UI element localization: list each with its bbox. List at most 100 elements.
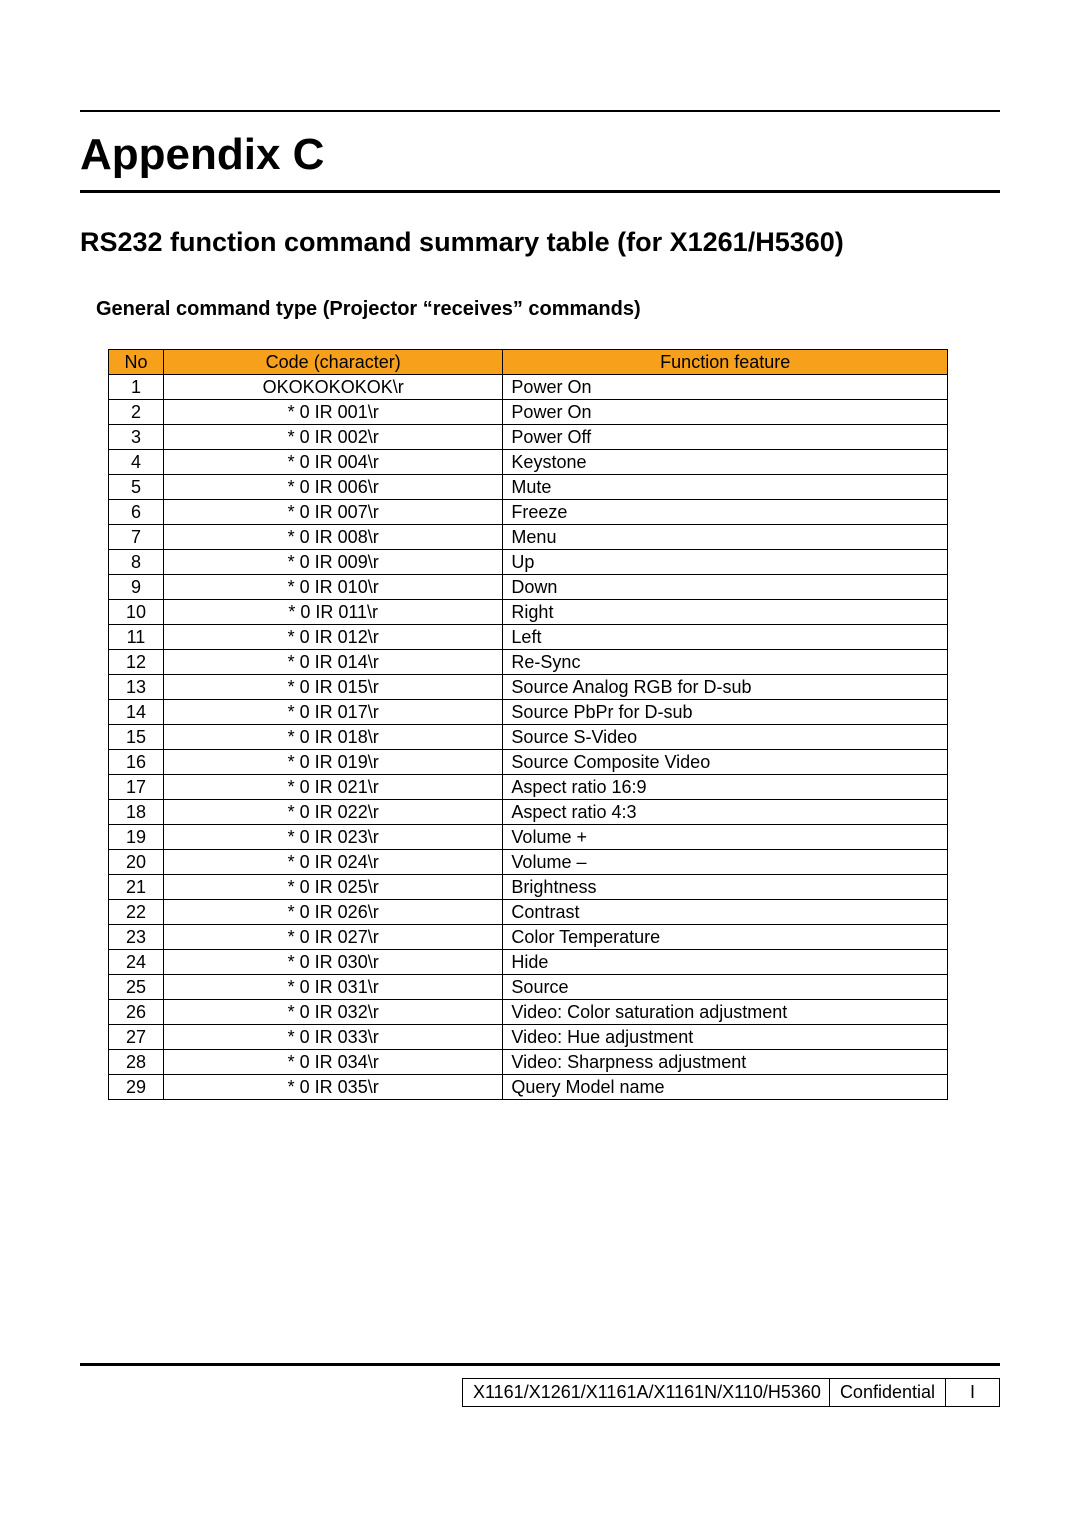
table-row: 20* 0 IR 024\rVolume –	[109, 850, 948, 875]
cell-function: Source Analog RGB for D-sub	[503, 675, 948, 700]
cell-code: * 0 IR 007\r	[163, 500, 502, 525]
cell-function: Keystone	[503, 450, 948, 475]
page-footer: X1161/X1261/X1161A/X1161N/X110/H5360 Con…	[80, 1363, 1000, 1407]
cell-code: * 0 IR 033\r	[163, 1025, 502, 1050]
cell-function: Volume +	[503, 825, 948, 850]
table-header-row: No Code (character) Function feature	[109, 350, 948, 375]
cell-function: Left	[503, 625, 948, 650]
table-row: 24* 0 IR 030\rHide	[109, 950, 948, 975]
table-row: 13* 0 IR 015\rSource Analog RGB for D-su…	[109, 675, 948, 700]
col-header-function: Function feature	[503, 350, 948, 375]
cell-function: Video: Hue adjustment	[503, 1025, 948, 1050]
table-row: 12* 0 IR 014\rRe-Sync	[109, 650, 948, 675]
cell-code: * 0 IR 012\r	[163, 625, 502, 650]
footer-boxes: X1161/X1261/X1161A/X1161N/X110/H5360 Con…	[80, 1378, 1000, 1407]
cell-no: 17	[109, 775, 164, 800]
table-row: 28* 0 IR 034\rVideo: Sharpness adjustmen…	[109, 1050, 948, 1075]
page-body: Appendix C RS232 function command summar…	[0, 0, 1080, 1100]
cell-code: * 0 IR 017\r	[163, 700, 502, 725]
cell-no: 3	[109, 425, 164, 450]
cell-function: Source PbPr for D-sub	[503, 700, 948, 725]
appendix-title: Appendix C	[80, 130, 1000, 180]
cell-function: Brightness	[503, 875, 948, 900]
top-rule	[80, 110, 1000, 112]
cell-code: * 0 IR 026\r	[163, 900, 502, 925]
subsection-title: General command type (Projector “receive…	[80, 298, 1000, 321]
cell-no: 24	[109, 950, 164, 975]
cell-function: Aspect ratio 16:9	[503, 775, 948, 800]
cell-function: Power Off	[503, 425, 948, 450]
cell-no: 9	[109, 575, 164, 600]
cell-no: 18	[109, 800, 164, 825]
cell-code: * 0 IR 034\r	[163, 1050, 502, 1075]
table-row: 25* 0 IR 031\rSource	[109, 975, 948, 1000]
table-row: 8* 0 IR 009\rUp	[109, 550, 948, 575]
cell-no: 12	[109, 650, 164, 675]
cell-function: Source Composite Video	[503, 750, 948, 775]
cell-code: * 0 IR 010\r	[163, 575, 502, 600]
table-row: 3* 0 IR 002\rPower Off	[109, 425, 948, 450]
cell-code: OKOKOKOKOK\r	[163, 375, 502, 400]
footer-models: X1161/X1261/X1161A/X1161N/X110/H5360	[462, 1378, 830, 1407]
footer-rule	[80, 1363, 1000, 1366]
cell-code: * 0 IR 031\r	[163, 975, 502, 1000]
cell-function: Re-Sync	[503, 650, 948, 675]
cell-code: * 0 IR 014\r	[163, 650, 502, 675]
footer-confidential: Confidential	[829, 1378, 946, 1407]
col-header-code: Code (character)	[163, 350, 502, 375]
cell-code: * 0 IR 006\r	[163, 475, 502, 500]
cell-no: 4	[109, 450, 164, 475]
cell-no: 10	[109, 600, 164, 625]
table-row: 22* 0 IR 026\rContrast	[109, 900, 948, 925]
table-row: 15* 0 IR 018\rSource S-Video	[109, 725, 948, 750]
table-row: 5* 0 IR 006\rMute	[109, 475, 948, 500]
cell-no: 19	[109, 825, 164, 850]
cell-no: 5	[109, 475, 164, 500]
cell-no: 22	[109, 900, 164, 925]
table-row: 21* 0 IR 025\rBrightness	[109, 875, 948, 900]
section-title: RS232 function command summary table (fo…	[80, 227, 1000, 258]
table-row: 9* 0 IR 010\rDown	[109, 575, 948, 600]
cell-code: * 0 IR 004\r	[163, 450, 502, 475]
cell-no: 7	[109, 525, 164, 550]
table-row: 19* 0 IR 023\rVolume +	[109, 825, 948, 850]
table-row: 29* 0 IR 035\rQuery Model name	[109, 1075, 948, 1100]
cell-no: 21	[109, 875, 164, 900]
cell-no: 15	[109, 725, 164, 750]
footer-page-number: I	[945, 1378, 1000, 1407]
cell-no: 2	[109, 400, 164, 425]
cell-function: Menu	[503, 525, 948, 550]
cell-code: * 0 IR 002\r	[163, 425, 502, 450]
cell-function: Video: Sharpness adjustment	[503, 1050, 948, 1075]
cell-no: 13	[109, 675, 164, 700]
table-row: 10* 0 IR 011\rRight	[109, 600, 948, 625]
cell-function: Source S-Video	[503, 725, 948, 750]
col-header-no: No	[109, 350, 164, 375]
cell-function: Aspect ratio 4:3	[503, 800, 948, 825]
cell-code: * 0 IR 022\r	[163, 800, 502, 825]
cell-code: * 0 IR 032\r	[163, 1000, 502, 1025]
cell-code: * 0 IR 008\r	[163, 525, 502, 550]
cell-no: 1	[109, 375, 164, 400]
table-row: 16* 0 IR 019\rSource Composite Video	[109, 750, 948, 775]
table-row: 14* 0 IR 017\rSource PbPr for D-sub	[109, 700, 948, 725]
cell-code: * 0 IR 030\r	[163, 950, 502, 975]
cell-no: 20	[109, 850, 164, 875]
cell-function: Right	[503, 600, 948, 625]
cell-function: Mute	[503, 475, 948, 500]
cell-code: * 0 IR 035\r	[163, 1075, 502, 1100]
table-row: 1OKOKOKOKOK\rPower On	[109, 375, 948, 400]
cell-no: 26	[109, 1000, 164, 1025]
cell-function: Freeze	[503, 500, 948, 525]
command-table: No Code (character) Function feature 1OK…	[108, 349, 948, 1100]
cell-code: * 0 IR 015\r	[163, 675, 502, 700]
cell-function: Volume –	[503, 850, 948, 875]
table-row: 2* 0 IR 001\rPower On	[109, 400, 948, 425]
table-row: 11* 0 IR 012\rLeft	[109, 625, 948, 650]
cell-no: 16	[109, 750, 164, 775]
cell-no: 11	[109, 625, 164, 650]
table-row: 18* 0 IR 022\rAspect ratio 4:3	[109, 800, 948, 825]
cell-no: 8	[109, 550, 164, 575]
cell-function: Down	[503, 575, 948, 600]
cell-function: Contrast	[503, 900, 948, 925]
